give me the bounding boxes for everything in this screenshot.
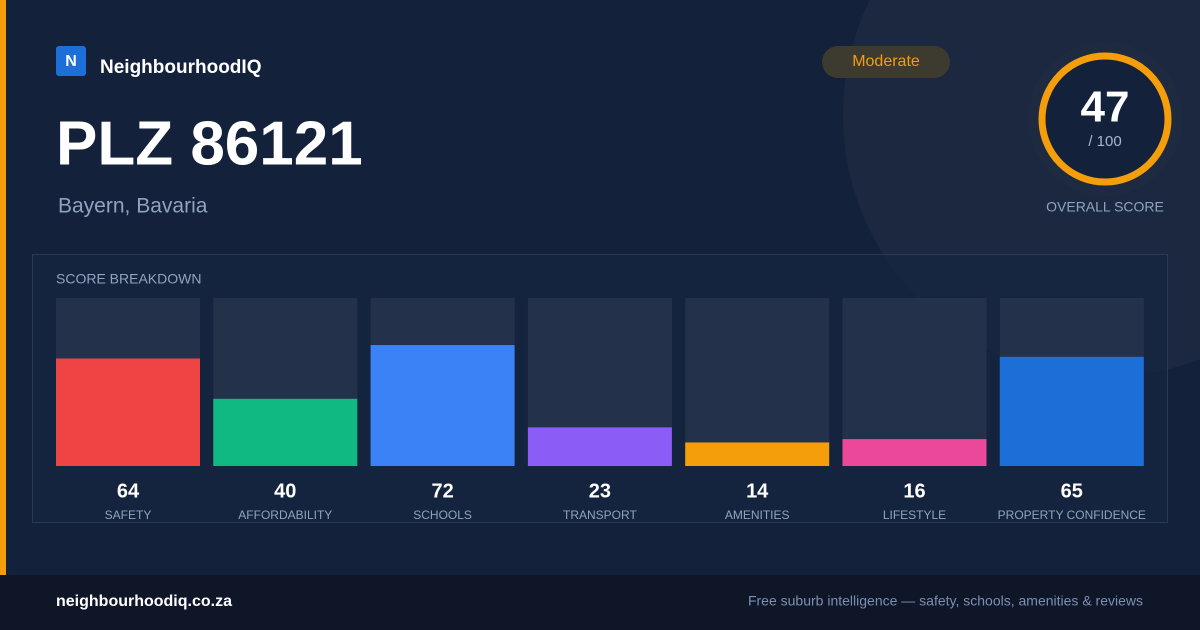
bar xyxy=(213,398,358,466)
badge xyxy=(822,46,950,78)
logo xyxy=(56,46,86,76)
bar-label: PROPERTY CONFIDENCE xyxy=(998,508,1146,522)
bar-value: 16 xyxy=(903,480,925,502)
accent-stripe xyxy=(0,0,6,575)
bar-track xyxy=(842,298,987,466)
overall-label: OVERALL SCORE xyxy=(1046,199,1164,215)
bar-value: 40 xyxy=(274,480,296,502)
bar-value: 72 xyxy=(431,480,453,502)
breakdown-title: SCORE BREAKDOWN xyxy=(56,271,201,287)
badge-text: Moderate xyxy=(852,53,920,70)
footer-tagline: Free suburb intelligence — safety, schoo… xyxy=(748,593,1143,609)
footer-url: neighbourhoodiq.co.za xyxy=(56,593,232,610)
footer xyxy=(0,575,1200,630)
bar xyxy=(370,345,515,466)
bar-label: LIFESTYLE xyxy=(883,508,946,522)
bar-label: AMENITIES xyxy=(725,508,790,522)
bar-track xyxy=(685,298,830,466)
score-max: / 100 xyxy=(1088,133,1121,150)
bar-value: 14 xyxy=(746,480,769,502)
bar xyxy=(842,439,987,466)
bar xyxy=(685,442,830,466)
title: PLZ 86121 xyxy=(56,109,363,178)
score-ring xyxy=(1038,52,1172,186)
bar xyxy=(999,356,1144,466)
bar-label: SAFETY xyxy=(105,508,152,522)
bar-value: 64 xyxy=(117,480,140,502)
bar-label: TRANSPORT xyxy=(563,508,637,522)
bar-value: 65 xyxy=(1061,480,1083,502)
bar-label: AFFORDABILITY xyxy=(238,508,332,522)
bar xyxy=(56,358,200,466)
overall-score: 47 xyxy=(1081,83,1130,132)
bar-value: 23 xyxy=(589,480,611,502)
bar-label: SCHOOLS xyxy=(413,508,472,522)
brand-name: NeighbourhoodIQ xyxy=(100,57,261,78)
bar xyxy=(527,427,672,466)
subtitle: Bayern, Bavaria xyxy=(58,195,208,218)
logo-letter: N xyxy=(65,53,77,70)
